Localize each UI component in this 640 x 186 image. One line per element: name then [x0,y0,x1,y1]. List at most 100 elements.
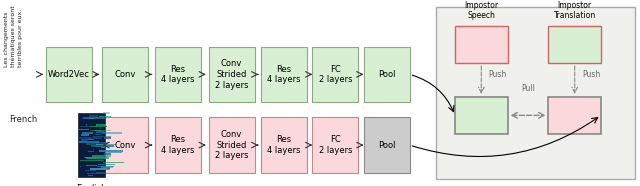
FancyBboxPatch shape [97,158,102,160]
FancyBboxPatch shape [102,132,122,134]
FancyBboxPatch shape [312,46,358,102]
FancyBboxPatch shape [87,160,90,161]
FancyBboxPatch shape [91,145,115,147]
FancyBboxPatch shape [78,113,105,177]
FancyBboxPatch shape [455,26,508,63]
FancyBboxPatch shape [104,112,110,114]
FancyBboxPatch shape [85,170,96,171]
FancyBboxPatch shape [101,166,113,168]
Text: Res
4 layers: Res 4 layers [161,65,195,84]
FancyBboxPatch shape [88,151,94,152]
FancyBboxPatch shape [548,26,601,63]
FancyBboxPatch shape [90,138,91,139]
FancyBboxPatch shape [100,168,110,170]
FancyBboxPatch shape [81,134,89,136]
Text: French: French [9,115,37,124]
FancyBboxPatch shape [90,126,107,127]
FancyBboxPatch shape [89,118,94,119]
Text: Res
4 layers: Res 4 layers [161,135,195,155]
FancyBboxPatch shape [92,155,111,157]
FancyBboxPatch shape [46,46,92,102]
FancyBboxPatch shape [93,136,111,137]
FancyBboxPatch shape [80,126,92,127]
FancyBboxPatch shape [99,116,111,117]
Text: Les changements
thématiques seront
terribles pour eux.: Les changements thématiques seront terri… [4,6,22,67]
FancyBboxPatch shape [80,160,104,161]
FancyBboxPatch shape [96,144,116,145]
FancyBboxPatch shape [99,150,123,152]
Text: Res
4 layers: Res 4 layers [268,135,301,155]
Text: Impostor
Translation: Impostor Translation [554,1,596,20]
FancyBboxPatch shape [104,153,111,155]
Text: Pool: Pool [378,70,396,79]
FancyBboxPatch shape [100,167,109,168]
FancyBboxPatch shape [86,157,109,159]
FancyBboxPatch shape [96,145,102,147]
FancyBboxPatch shape [90,169,108,170]
FancyBboxPatch shape [155,46,201,102]
FancyBboxPatch shape [436,7,635,179]
Text: FC
2 layers: FC 2 layers [319,65,352,84]
FancyBboxPatch shape [104,167,109,169]
FancyBboxPatch shape [86,143,108,145]
FancyBboxPatch shape [81,132,93,134]
Text: Push: Push [488,70,507,79]
Text: Word2Vec: Word2Vec [48,70,90,79]
FancyBboxPatch shape [100,127,101,129]
FancyBboxPatch shape [364,46,410,102]
Text: Conv: Conv [115,141,136,150]
Text: Push: Push [582,70,600,79]
FancyBboxPatch shape [87,173,106,174]
Text: Res
4 layers: Res 4 layers [268,65,301,84]
FancyBboxPatch shape [79,129,89,130]
FancyBboxPatch shape [88,115,97,117]
Text: Conv
Strided
2 layers: Conv Strided 2 layers [215,59,248,90]
FancyBboxPatch shape [81,139,86,141]
FancyBboxPatch shape [104,137,111,139]
FancyBboxPatch shape [312,117,358,173]
FancyBboxPatch shape [85,142,109,143]
FancyBboxPatch shape [83,141,97,143]
FancyBboxPatch shape [95,130,102,132]
FancyBboxPatch shape [79,137,102,139]
FancyBboxPatch shape [86,165,97,166]
FancyBboxPatch shape [261,46,307,102]
Text: Impostor
Speech: Impostor Speech [464,1,499,20]
FancyBboxPatch shape [80,166,81,167]
FancyBboxPatch shape [101,146,105,148]
Text: English: English [76,184,107,186]
FancyBboxPatch shape [86,124,88,126]
FancyBboxPatch shape [79,141,99,143]
FancyBboxPatch shape [104,152,122,153]
FancyBboxPatch shape [102,117,148,173]
FancyBboxPatch shape [88,175,93,177]
FancyBboxPatch shape [261,117,307,173]
FancyBboxPatch shape [209,117,255,173]
FancyBboxPatch shape [455,97,508,134]
FancyBboxPatch shape [98,163,115,165]
FancyBboxPatch shape [90,130,111,131]
Text: FC
2 layers: FC 2 layers [319,135,352,155]
FancyBboxPatch shape [86,139,94,140]
FancyBboxPatch shape [96,131,105,133]
FancyBboxPatch shape [97,124,106,126]
FancyBboxPatch shape [97,166,114,167]
FancyBboxPatch shape [100,150,116,151]
FancyBboxPatch shape [95,134,102,135]
FancyBboxPatch shape [93,157,107,158]
FancyBboxPatch shape [97,172,104,173]
FancyBboxPatch shape [102,46,148,102]
FancyBboxPatch shape [103,162,124,163]
FancyBboxPatch shape [81,118,83,119]
FancyBboxPatch shape [83,117,104,119]
FancyBboxPatch shape [209,46,255,102]
FancyBboxPatch shape [364,117,410,173]
Text: Conv: Conv [115,70,136,79]
FancyBboxPatch shape [93,149,94,150]
FancyBboxPatch shape [84,157,97,158]
Text: Pool: Pool [378,141,396,150]
Text: Pull: Pull [521,84,535,93]
FancyBboxPatch shape [548,97,601,134]
FancyBboxPatch shape [155,117,201,173]
Text: Conv
Strided
2 layers: Conv Strided 2 layers [215,130,248,160]
